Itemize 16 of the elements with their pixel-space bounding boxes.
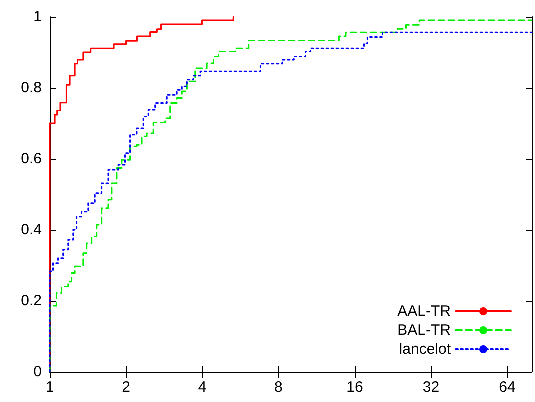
y-tick-label: 0 [34,364,42,380]
legend-label: AAL-TR [398,303,452,320]
x-tick-label: 4 [198,379,207,396]
x-tick-label: 2 [122,379,130,396]
legend-label: lancelot [399,341,452,358]
x-tick-label: 8 [274,379,283,396]
y-tick-label: 0.4 [21,222,42,238]
y-tick-label: 0.6 [21,150,42,168]
x-tick-label: 32 [422,379,440,396]
x-tick-label: 64 [499,379,516,396]
x-tick-label: 1 [46,379,54,396]
y-tick-label: 1 [34,8,42,26]
legend-label: BAL-TR [398,322,452,339]
y-tick-label: 0.8 [21,80,42,96]
y-tick-label: 0.2 [21,292,42,310]
x-tick-label: 16 [346,379,364,396]
